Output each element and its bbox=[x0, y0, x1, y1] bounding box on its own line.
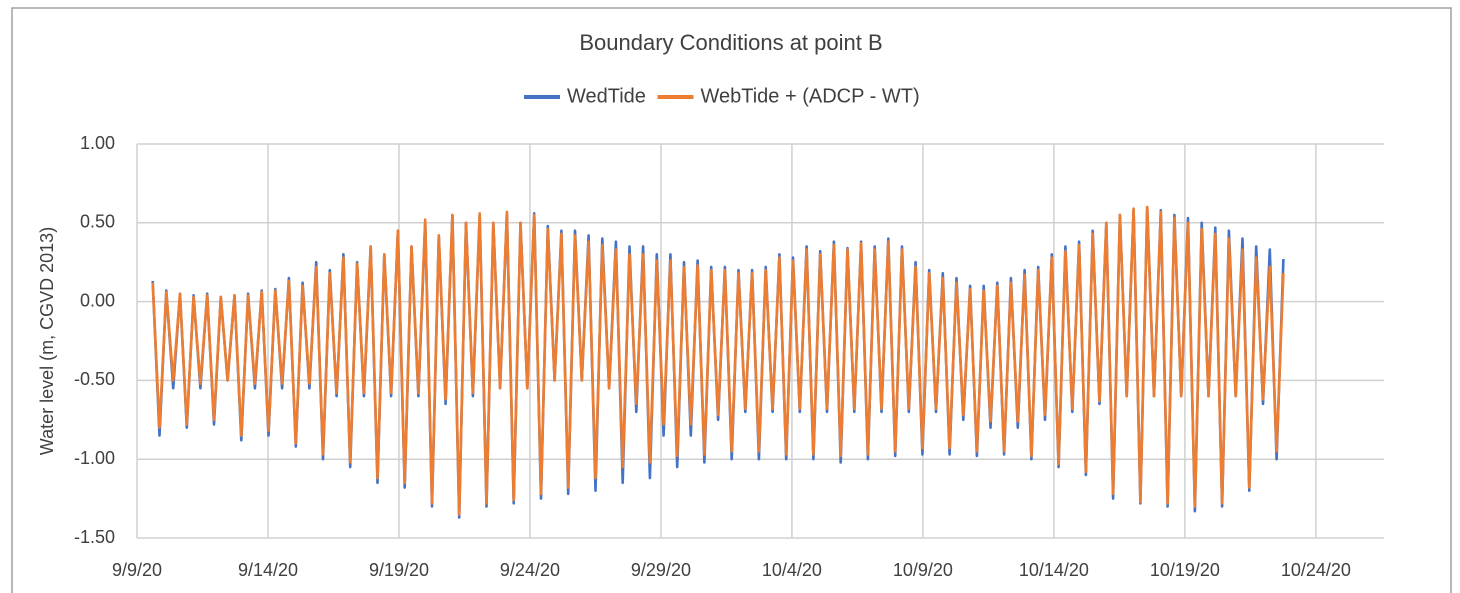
x-tick-label: 9/14/20 bbox=[238, 560, 298, 580]
y-tick-label: 1.00 bbox=[80, 133, 115, 153]
x-tick-label: 10/4/20 bbox=[762, 560, 822, 580]
legend-label: WedTide bbox=[567, 85, 646, 107]
legend-label: WebTide + (ADCP - WT) bbox=[701, 85, 920, 107]
x-tick-label: 10/24/20 bbox=[1281, 560, 1351, 580]
chart-title: Boundary Conditions at point B bbox=[579, 30, 882, 55]
y-tick-label: -1.00 bbox=[74, 448, 115, 468]
y-tick-label: 0.50 bbox=[80, 212, 115, 232]
legend: WedTide WebTide + (ADCP - WT) bbox=[524, 85, 920, 107]
y-tick-label: -0.50 bbox=[74, 369, 115, 389]
x-tick-label: 9/24/20 bbox=[500, 560, 560, 580]
y-tick-label: -1.50 bbox=[74, 527, 115, 547]
x-tick-label: 9/29/20 bbox=[631, 560, 691, 580]
y-tick-label: 0.00 bbox=[80, 290, 115, 310]
x-tick-label: 10/14/20 bbox=[1019, 560, 1089, 580]
series-line bbox=[151, 205, 1285, 516]
plot-lines bbox=[151, 205, 1285, 519]
x-tick-label: 9/9/20 bbox=[112, 560, 162, 580]
x-tick-label: 10/19/20 bbox=[1150, 560, 1220, 580]
y-axis-label: Water level (m, CGVD 2013) bbox=[37, 227, 57, 455]
x-tick-label: 9/19/20 bbox=[369, 560, 429, 580]
x-tick-label: 10/9/20 bbox=[893, 560, 953, 580]
